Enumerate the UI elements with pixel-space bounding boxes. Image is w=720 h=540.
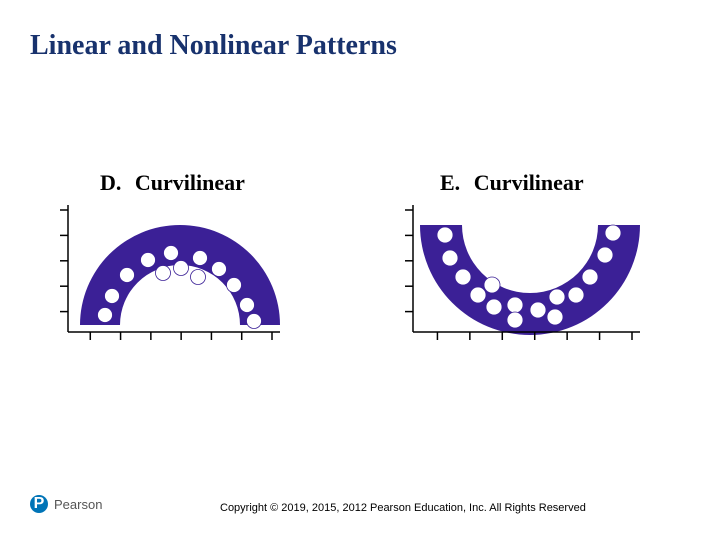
panel-e-svg bbox=[395, 205, 640, 350]
panel-e-letter: E. bbox=[440, 170, 460, 195]
panel-d-letter: D. bbox=[100, 170, 121, 195]
pearson-logo-icon: P bbox=[30, 495, 48, 513]
slide-title: Linear and Nonlinear Patterns bbox=[30, 30, 397, 62]
panel-d-label: D. Curvilinear bbox=[100, 170, 245, 196]
copyright-text: Copyright © 2019, 2015, 2012 Pearson Edu… bbox=[220, 502, 586, 514]
panel-e-text: Curvilinear bbox=[474, 170, 584, 195]
panel-d-text: Curvilinear bbox=[135, 170, 245, 195]
panel-d-chart bbox=[50, 205, 280, 350]
panel-e-chart bbox=[395, 205, 640, 350]
panel-d-svg bbox=[50, 205, 280, 350]
pearson-logo-text: Pearson bbox=[54, 497, 102, 512]
panel-e-label: E. Curvilinear bbox=[440, 170, 584, 196]
pearson-logo: P Pearson bbox=[30, 495, 102, 513]
